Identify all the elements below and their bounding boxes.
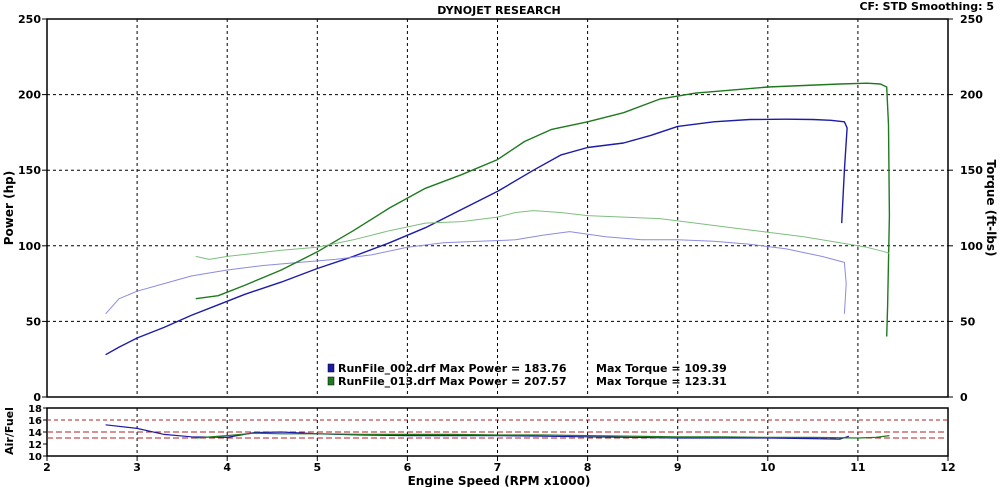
power-tick-label: 100 [18,240,41,253]
rpm-tick-label: 11 [850,461,865,474]
chart-title: DYNOJET RESEARCH [437,4,560,17]
rpm-tick-label: 10 [760,461,776,474]
torque-tick-label: 0 [960,391,968,404]
power-tick-label: 50 [26,315,42,328]
cf-smoothing-info: CF: STD Smoothing: 5 [859,0,994,13]
legend-run-002-torque: Max Torque = 109.39 [596,362,727,375]
afr-tick-label: 18 [28,404,42,415]
torque-tick-label: 150 [960,164,983,177]
rpm-axis-label: Engine Speed (RPM x1000) [408,474,591,487]
rpm-tick-label: 4 [223,461,231,474]
rpm-tick-label: 6 [404,461,412,474]
afr-axis-label: Air/Fuel [3,407,16,455]
afr-tick-label: 16 [28,416,42,427]
power-axis-ticks: 0 50 100 150 200 250 [18,13,47,404]
power-tick-label: 0 [33,391,41,404]
rpm-tick-label: 8 [584,461,592,474]
rpm-axis-ticks: 2 3 4 5 6 7 8 9 10 11 12 [43,456,956,474]
afr-line-runfile-013-drf [195,432,890,439]
legend-run-002-power: RunFile_002.drf Max Power = 183.76 [338,362,567,375]
rpm-tick-label: 3 [133,461,141,474]
legend-run-013-torque: Max Torque = 123.31 [596,375,727,388]
rpm-tick-label: 12 [940,461,955,474]
torque-tick-label: 50 [960,315,976,328]
torque-tick-label: 200 [960,89,983,102]
rpm-tick-label: 7 [494,461,502,474]
afr-tick-label: 14 [28,428,42,439]
legend-swatch-run-013 [327,376,335,386]
afr-tick-label: 12 [28,440,42,451]
rpm-tick-label: 5 [313,461,321,474]
main-plot-grid [47,19,948,397]
rpm-tick-label: 9 [674,461,682,474]
power-tick-label: 200 [18,89,41,102]
series-line-runfile-002-drf-torque [105,231,847,315]
power-tick-label: 250 [18,13,41,26]
legend: RunFile_002.drf Max Power = 183.76 Max T… [327,362,727,388]
torque-tick-label: 100 [960,240,983,253]
main-plot-series [105,82,891,356]
torque-tick-label: 250 [960,13,983,26]
power-axis-label: Power (hp) [2,171,16,245]
torque-axis-label: Torque (ft-lbs) [984,160,998,257]
series-line-runfile-002-drf-power [105,118,848,356]
series-line-runfile-013-drf-torque [195,210,890,260]
legend-run-013-power: RunFile_013.drf Max Power = 207.57 [338,375,567,388]
rpm-tick-label: 2 [43,461,51,474]
legend-swatch-run-002 [327,363,335,373]
power-tick-label: 150 [18,164,41,177]
afr-tick-label: 10 [28,452,42,463]
torque-axis-ticks: 0 50 100 150 200 250 [948,13,983,404]
afr-plot-series [105,424,890,440]
